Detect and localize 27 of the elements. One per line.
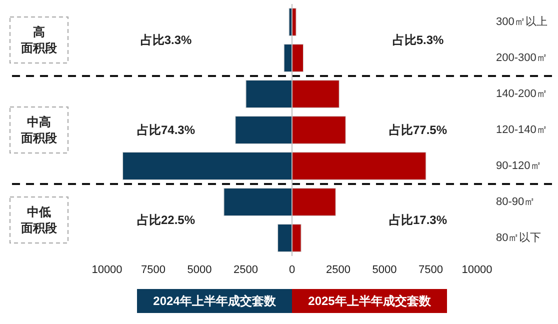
annotation: 占比5.3%: [392, 33, 444, 47]
x-tick-label: 0: [288, 264, 296, 276]
annotation: 占比17.3%: [388, 213, 448, 227]
text: 中低面积段: [20, 205, 58, 235]
annotation: 占比74.3%: [136, 123, 196, 137]
x-tick-label: 5000: [372, 264, 397, 276]
y-tick-label: 120-140㎡: [496, 124, 548, 136]
y-tick-label: 140-200㎡: [496, 88, 548, 100]
y-tick-label: 300㎡以上: [496, 15, 548, 28]
annotation: 占比77.5%: [388, 123, 448, 137]
x-tick-label: 10000: [92, 264, 122, 276]
y-tick-label: 80㎡以下: [496, 231, 542, 244]
text: 2024年上半年成交套数: [153, 294, 277, 308]
text: 2025年上半年成交套数: [308, 294, 432, 308]
x-tick-label: 5000: [187, 264, 212, 276]
x-tick-label: 7500: [141, 264, 166, 276]
text: 高面积段: [20, 25, 58, 55]
x-tick-label: 7500: [418, 264, 443, 276]
x-tick-label: 10000: [462, 264, 492, 276]
text: 中高面积段: [20, 115, 58, 145]
x-tick-label: 2500: [326, 264, 350, 276]
annotation: 占比3.3%: [140, 33, 192, 47]
y-tick-label: 80-90㎡: [496, 196, 536, 208]
x-tick-label: 2500: [234, 264, 258, 276]
annotation: 占比22.5%: [136, 213, 196, 227]
y-tick-label: 90-120㎡: [496, 160, 542, 172]
y-tick-label: 200-300㎡: [496, 52, 548, 64]
